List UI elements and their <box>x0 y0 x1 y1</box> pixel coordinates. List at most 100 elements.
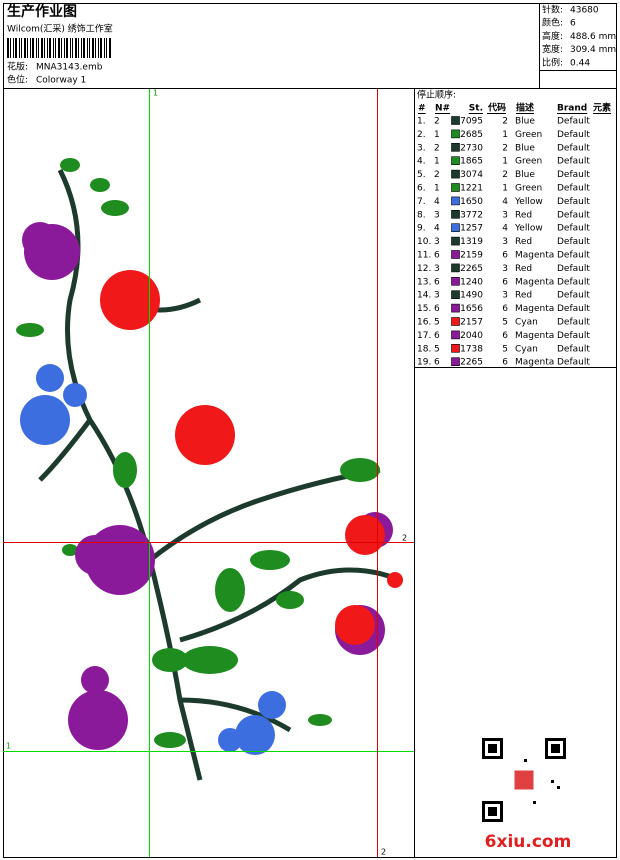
swatch <box>451 116 460 125</box>
swatch <box>451 129 460 139</box>
qr-finder <box>488 807 497 816</box>
bar <box>21 38 22 58</box>
row-number: 11. <box>417 251 431 261</box>
code: 2 <box>502 143 508 153</box>
column-header: Brand <box>557 104 587 114</box>
bar <box>70 38 71 58</box>
code: 4 <box>502 224 508 234</box>
brand: Default <box>557 197 590 207</box>
description: Red <box>515 210 532 220</box>
info-label: 高度: <box>542 30 563 42</box>
bar <box>19 38 20 58</box>
needle: 2 <box>434 143 440 153</box>
qr-cell <box>524 759 527 762</box>
brand: Default <box>557 224 590 234</box>
needle: 6 <box>434 331 440 341</box>
needle: 1 <box>434 130 440 140</box>
description: Magenta <box>515 277 554 287</box>
column-header: 代码 <box>487 102 506 114</box>
code: 6 <box>502 251 508 261</box>
bar <box>7 38 9 58</box>
bar <box>10 38 11 58</box>
bar <box>106 38 107 58</box>
info-box: 针数: 43680 颜色: 6 高度: 488.6 mm 宽度: 309.4 mm 比例: 0.4… <box>542 4 616 69</box>
embroidery <box>16 158 403 781</box>
description: Magenta <box>515 304 554 314</box>
description: Red <box>515 291 532 301</box>
stitches: 1738 <box>460 344 483 354</box>
stitches: 2040 <box>460 331 483 341</box>
brand: Default <box>557 277 590 287</box>
stitches: 2157 <box>460 318 483 328</box>
swatch <box>451 276 460 286</box>
bar <box>47 38 48 58</box>
swatch <box>451 223 460 232</box>
swatch <box>451 210 460 219</box>
brand: Default <box>557 143 590 153</box>
stitches: 1650 <box>460 197 483 207</box>
swatch <box>451 330 460 340</box>
bar <box>55 38 56 58</box>
qr-finder <box>488 744 497 753</box>
needle: 3 <box>434 237 440 247</box>
bar <box>87 38 88 58</box>
needle: 6 <box>434 277 440 287</box>
design-value: MNA3143.emb <box>36 63 103 73</box>
needle: 4 <box>434 197 440 207</box>
bar <box>27 38 28 58</box>
column-header: # <box>418 104 426 114</box>
code: 1 <box>502 157 508 167</box>
code: 1 <box>502 130 508 140</box>
code: 5 <box>502 344 508 354</box>
stitches: 1221 <box>460 184 483 194</box>
brand: Default <box>557 264 590 274</box>
bar <box>53 38 54 58</box>
swatch <box>451 343 460 353</box>
bar <box>36 38 37 58</box>
design-label: 花版: <box>7 61 28 73</box>
bar <box>109 38 111 58</box>
description: Yellow <box>514 224 543 234</box>
bar <box>61 38 62 58</box>
bar <box>15 38 17 58</box>
needle: 6 <box>434 304 440 314</box>
code: 3 <box>502 237 508 247</box>
stitches: 2730 <box>460 143 483 153</box>
info-value: 309.4 mm <box>570 45 616 55</box>
code: 6 <box>502 331 508 341</box>
code: 3 <box>502 210 508 220</box>
bar <box>104 38 105 58</box>
bar <box>66 38 68 58</box>
row-number: 13. <box>417 277 431 287</box>
row-number: 10. <box>417 237 431 247</box>
description: Magenta <box>515 251 554 261</box>
qr-logo <box>513 769 535 791</box>
studio: Wilcom(汇采) 绣饰工作室 <box>7 23 113 35</box>
bar <box>89 38 90 58</box>
needle: 1 <box>434 157 440 167</box>
bar <box>41 38 43 58</box>
stitches: 1257 <box>460 224 483 234</box>
code: 6 <box>502 304 508 314</box>
row-number: 1. <box>417 117 426 127</box>
bar <box>78 38 79 58</box>
swatch <box>451 290 460 300</box>
title: 生产作业图 <box>7 3 77 20</box>
swatch <box>451 143 460 152</box>
description: Yellow <box>514 197 543 207</box>
bar <box>64 38 65 58</box>
needle: 3 <box>434 291 440 301</box>
row-number: 6. <box>417 184 426 194</box>
colorway-value: Colorway 1 <box>36 76 86 86</box>
info-label: 针数: <box>542 4 563 16</box>
needle: 6 <box>434 251 440 261</box>
code: 3 <box>502 264 508 274</box>
stitches: 3772 <box>460 210 483 220</box>
row-number: 12. <box>417 264 431 274</box>
guide-label: 2 <box>381 848 386 857</box>
info-value: 488.6 mm <box>570 32 616 42</box>
description: Blue <box>515 117 535 127</box>
guide-label: 1 <box>6 742 11 751</box>
